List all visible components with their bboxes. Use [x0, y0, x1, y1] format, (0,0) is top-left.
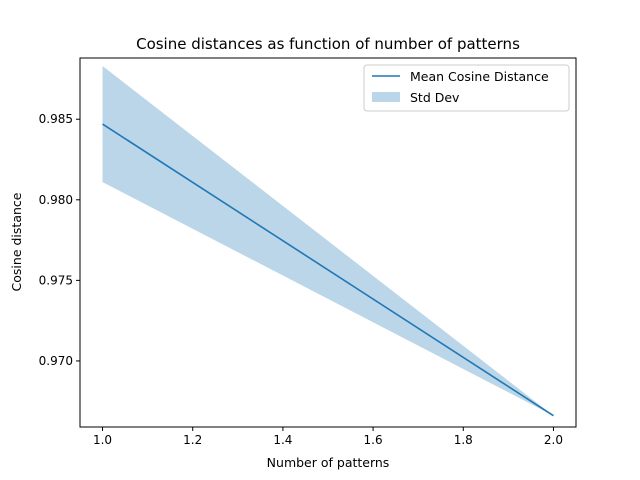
y-tick-label: 0.985 — [39, 112, 73, 126]
x-tick-label: 1.0 — [93, 433, 112, 447]
legend-label-mean: Mean Cosine Distance — [410, 69, 549, 84]
legend-label-std: Std Dev — [410, 90, 460, 105]
y-tick-label: 0.970 — [39, 354, 73, 368]
x-tick-label: 1.4 — [273, 433, 292, 447]
legend: Mean Cosine Distance Std Dev — [363, 64, 570, 112]
x-tick-label: 1.8 — [454, 433, 473, 447]
y-axis-ticks: 0.970 0.975 0.980 0.985 — [39, 112, 80, 368]
x-axis-ticks: 1.0 1.2 1.4 1.6 1.8 2.0 — [93, 427, 563, 447]
legend-box — [363, 64, 570, 112]
plot-area — [102, 66, 554, 417]
x-axis-label: Number of patterns — [267, 455, 390, 470]
plot-frame — [79, 57, 577, 428]
std-dev-band — [102, 66, 554, 416]
legend-swatch-std — [372, 92, 400, 102]
x-tick-label: 2.0 — [544, 433, 563, 447]
x-tick-label: 1.6 — [364, 433, 383, 447]
mean-line — [102, 123, 554, 417]
chart-title: Cosine distances as function of number o… — [136, 35, 520, 53]
y-tick-label: 0.980 — [39, 193, 73, 207]
y-tick-label: 0.975 — [39, 273, 73, 287]
x-tick-label: 1.2 — [183, 433, 202, 447]
y-axis-label: Cosine distance — [9, 192, 24, 291]
